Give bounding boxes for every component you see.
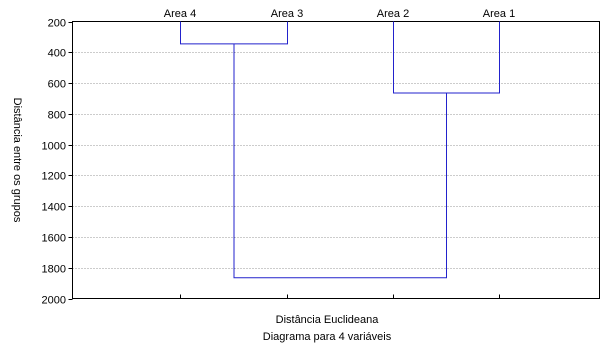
x-axis-title: Distância Euclideana [276, 314, 380, 326]
leaf-label: Area 1 [483, 8, 515, 20]
link-area4-area3 [180, 21, 288, 45]
y-tick-label: 400 [48, 48, 66, 60]
y-tick-label: 1000 [42, 141, 66, 153]
y-tick-label: 600 [48, 79, 66, 91]
dendrogram-links [180, 21, 500, 279]
link-area2-area1 [393, 21, 500, 94]
y-axis-title: Distância entre os grupos [11, 98, 23, 223]
y-tick-label: 1400 [42, 202, 66, 214]
leaf-label: Area 4 [164, 8, 196, 20]
link-root [233, 43, 447, 279]
leaf-label: Area 2 [377, 8, 409, 20]
chart-subtitle: Diagrama para 4 variáveis [263, 331, 392, 343]
y-tick-label: 2000 [42, 295, 66, 307]
grid-lines [72, 52, 600, 269]
y-tick-label: 800 [48, 110, 66, 122]
leaf-labels: Area 4 Area 3 Area 2 Area 1 [164, 8, 515, 20]
leaf-label: Area 3 [271, 8, 303, 20]
x-axis-ticks [180, 294, 500, 299]
plot-frame [72, 21, 600, 299]
y-axis-ticks: 200 400 600 800 1000 1200 1400 1600 1800 2000 [42, 18, 73, 307]
y-tick-label: 1800 [42, 264, 66, 276]
y-tick-label: 1600 [42, 233, 66, 245]
y-tick-label: 200 [48, 18, 66, 30]
y-tick-label: 1200 [42, 171, 66, 183]
